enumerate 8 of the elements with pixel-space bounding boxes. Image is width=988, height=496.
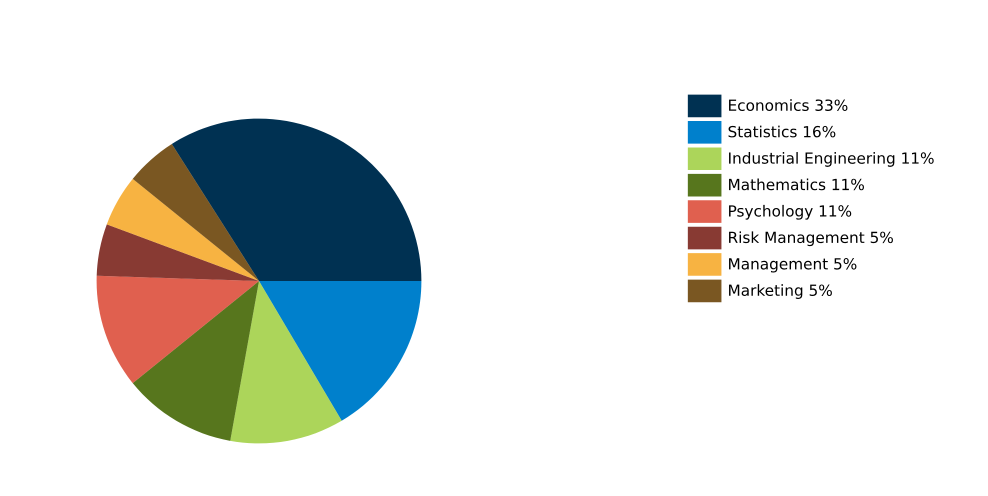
legend-label: Industrial Engineering 11% (729, 152, 934, 167)
legend-label: Risk Management 5% (729, 231, 893, 246)
legend-label: Statistics 16% (728, 126, 836, 138)
legend-label: Mathematics 11% (729, 178, 864, 190)
legend-label: Psychology 11% (729, 204, 852, 220)
legend-label: Economics 33% (729, 99, 848, 111)
legend-label: Marketing 5% (729, 284, 832, 299)
legend-label: Management 5% (729, 258, 856, 273)
